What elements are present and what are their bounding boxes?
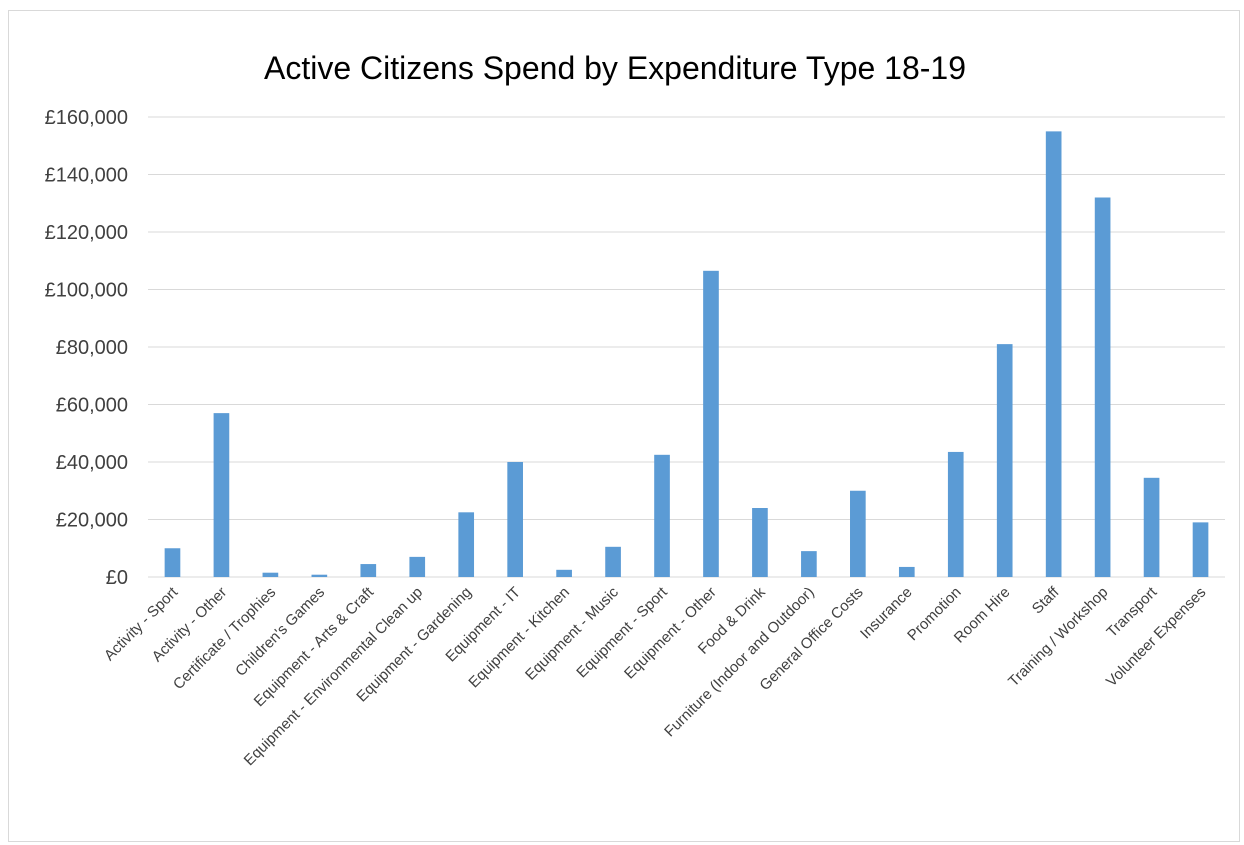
y-tick-label: £160,000 [45, 107, 128, 129]
gridlines [148, 116, 1225, 578]
y-axis-tick-labels: £0 £20,000 £40,000 £60,000 £80,000 £100,000 £1… [45, 107, 128, 589]
bar [1143, 477, 1160, 577]
bar [996, 344, 1013, 577]
bar [311, 574, 328, 577]
bar [164, 548, 181, 577]
bar [947, 451, 964, 577]
bar [1094, 197, 1111, 577]
bar [801, 551, 817, 577]
bar [409, 556, 426, 577]
x-category-label: Equipment - Sport [573, 583, 671, 681]
bar [360, 564, 377, 577]
bar [605, 546, 621, 577]
bar [262, 572, 279, 577]
y-tick-label: £60,000 [56, 395, 128, 417]
y-tick-label: £100,000 [45, 280, 128, 302]
bar [1045, 131, 1062, 577]
bar [703, 270, 719, 577]
y-tick-label: £140,000 [45, 165, 128, 187]
bar [556, 569, 572, 577]
y-tick-label: £20,000 [56, 510, 128, 532]
bar [1192, 522, 1209, 577]
x-category-label: Children's Games [232, 584, 328, 680]
bars [164, 131, 1209, 577]
x-category-label: Staff [1029, 583, 1063, 617]
bar [898, 566, 915, 577]
bar [850, 490, 866, 577]
chart-area [8, 10, 1240, 842]
bar [654, 454, 670, 577]
chart-title: Active Citizens Spend by Expenditure Typ… [264, 50, 966, 86]
bar [507, 462, 523, 577]
y-tick-label: £40,000 [56, 452, 128, 474]
y-tick-label: £80,000 [56, 337, 128, 359]
x-category-label: Equipment - Environmental Clean up [241, 584, 426, 769]
x-category-label: Equipment - Music [522, 583, 622, 683]
y-tick-label: £0 [106, 567, 128, 589]
y-tick-label: £120,000 [45, 222, 128, 244]
bar [752, 508, 768, 577]
bar [213, 413, 230, 577]
bar [458, 512, 475, 577]
x-category-label: Equipment - Other [621, 584, 720, 683]
